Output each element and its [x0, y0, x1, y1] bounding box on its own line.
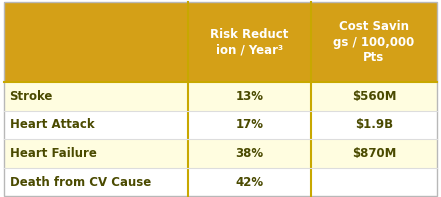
Text: $1.9B: $1.9B	[355, 118, 393, 131]
Bar	[4, 2, 437, 82]
Bar	[4, 111, 437, 139]
Text: $560M: $560M	[351, 90, 396, 103]
Text: 17%: 17%	[235, 118, 264, 131]
Bar	[4, 139, 437, 168]
Text: Stroke: Stroke	[10, 90, 53, 103]
Text: Heart Attack: Heart Attack	[10, 118, 94, 131]
Text: 42%: 42%	[235, 176, 264, 189]
Text: Risk Reduct
ion / Year³: Risk Reduct ion / Year³	[210, 28, 289, 56]
Text: Death from CV Cause: Death from CV Cause	[10, 176, 151, 189]
Bar	[4, 168, 437, 196]
Text: $870M: $870M	[352, 147, 396, 160]
Bar	[4, 82, 437, 111]
Text: 38%: 38%	[235, 147, 264, 160]
Text: Heart Failure: Heart Failure	[10, 147, 97, 160]
Text: 13%: 13%	[235, 90, 264, 103]
Text: Cost Savin
gs / 100,000
Pts: Cost Savin gs / 100,000 Pts	[333, 20, 415, 64]
